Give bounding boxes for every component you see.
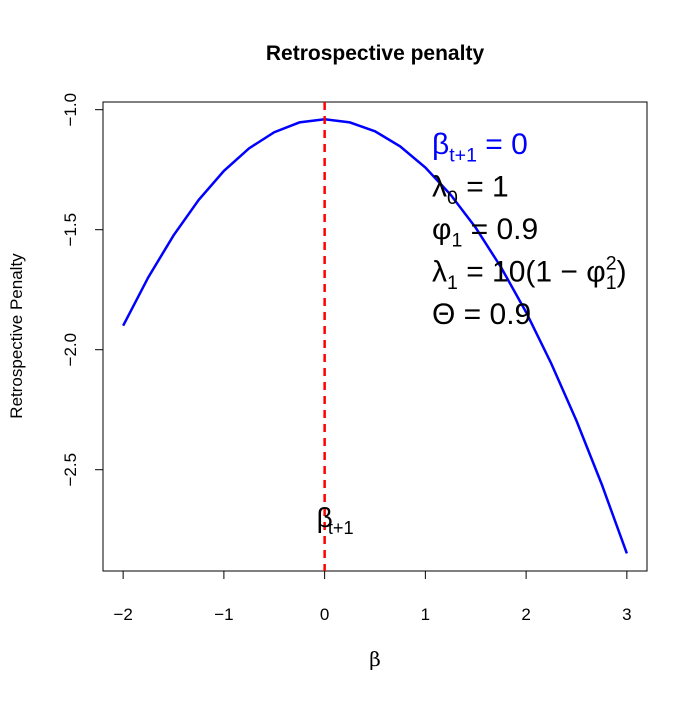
annotation-text: ) <box>617 256 627 289</box>
annotation-text: λ <box>432 171 447 204</box>
annotation-subscript: 1 <box>606 272 617 294</box>
annotation-text: = 10(1 − φ <box>458 256 606 289</box>
annotation-text: = 1 <box>458 171 509 204</box>
annotation-text: = 0.9 <box>455 298 531 331</box>
x-tick-label: 2 <box>521 605 530 624</box>
y-tick-label: −1.5 <box>61 213 80 247</box>
x-tick-label: 1 <box>421 605 430 624</box>
y-axis-label: Retrospective Penalty <box>7 253 26 419</box>
line-series <box>122 118 629 554</box>
annotation-subscript: t+1 <box>449 145 477 167</box>
annotation-subscript: 1 <box>451 230 462 252</box>
y-tick-label: −2.5 <box>61 453 80 487</box>
annotation-subscript: 0 <box>447 187 458 209</box>
annotation: λ0 = 1 <box>432 171 509 210</box>
annotation-subscript: t+1 <box>328 518 354 538</box>
annotation-text: β <box>317 502 333 533</box>
chart-title: Retrospective penalty <box>266 42 485 65</box>
y-tick-label: −2.0 <box>61 333 80 367</box>
annotation: φ1 = 0.9 <box>432 213 538 252</box>
x-axis-label: β <box>369 647 381 671</box>
annotation-text: β <box>432 128 449 161</box>
plot-frame <box>102 101 648 572</box>
annotation-text: = 0.9 <box>462 213 538 246</box>
annotation: Θ = 0.9 <box>432 298 531 331</box>
annotation-text: = 0 <box>477 128 528 161</box>
x-tick-label: 3 <box>622 605 631 624</box>
y-tick-label: −1.0 <box>61 93 80 127</box>
annotation-subscript: 1 <box>447 272 458 294</box>
x-tick-label: −1 <box>214 605 233 624</box>
annotation: βt+1 <box>317 502 354 538</box>
x-tick-label: −2 <box>113 605 132 624</box>
annotation: λ1 = 10(1 − φ12) <box>432 253 627 295</box>
annotation: βt+1 = 0 <box>432 128 528 167</box>
annotation-text: Θ <box>432 298 455 331</box>
x-tick-label: 0 <box>320 605 329 624</box>
annotation-text: φ <box>432 213 451 246</box>
annotation-text: λ <box>432 256 447 289</box>
annotation-superscript: 2 <box>606 253 617 275</box>
